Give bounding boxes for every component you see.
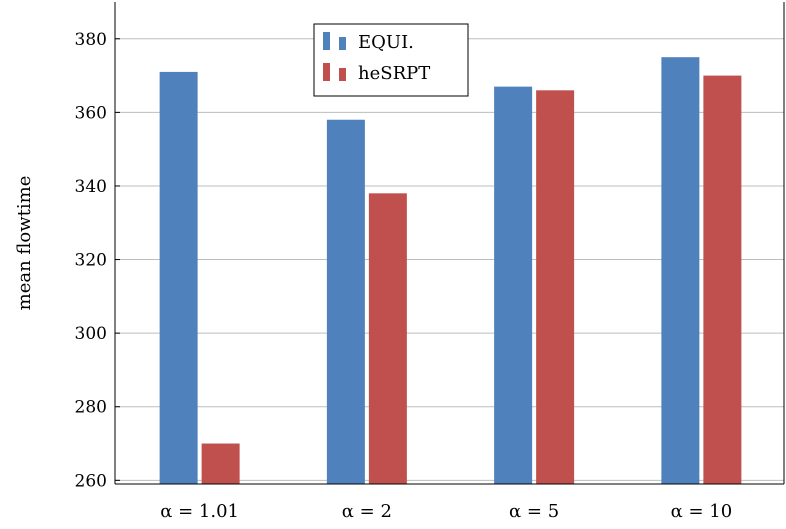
y-tick-label: 260 xyxy=(75,471,107,491)
axes xyxy=(114,2,785,485)
y-tick-label: 300 xyxy=(75,324,107,344)
y-tick-label: 360 xyxy=(75,103,107,123)
y-tick-label: 320 xyxy=(75,251,107,271)
bars xyxy=(159,57,742,485)
gridlines xyxy=(115,38,784,481)
bar-hesrpt-1 xyxy=(368,193,407,484)
legend-swatch-0a xyxy=(323,32,330,50)
legend-swatch-0b xyxy=(339,37,346,50)
bar-equi-0 xyxy=(159,71,198,485)
x-tick-label: α = 10 xyxy=(671,501,733,522)
legend: EQUI. heSRPT xyxy=(313,23,469,97)
y-tick-label: 340 xyxy=(75,177,107,197)
x-tick-label: α = 5 xyxy=(509,501,559,522)
bar-equi-1 xyxy=(326,119,365,485)
legend-box xyxy=(313,23,469,97)
bar-hesrpt-0 xyxy=(201,443,240,484)
legend-label: EQUI. xyxy=(358,32,414,53)
bar-hesrpt-3 xyxy=(703,75,742,485)
legend-label: heSRPT xyxy=(358,63,430,84)
y-axis-label: mean flowtime xyxy=(14,176,35,311)
y-tick-label: 280 xyxy=(75,398,107,418)
bar-hesrpt-2 xyxy=(536,90,575,484)
x-tick-labels: α = 1.01 α = 2 α = 5 α = 10 xyxy=(160,501,732,522)
y-tick-label: 380 xyxy=(75,30,107,50)
bar-equi-3 xyxy=(661,57,700,485)
legend-swatch-1a xyxy=(323,63,330,81)
bar-equi-2 xyxy=(494,86,533,485)
x-tick-label: α = 2 xyxy=(342,501,392,522)
legend-swatch-1b xyxy=(339,68,346,81)
y-tick-labels: 260 280 300 320 340 360 380 xyxy=(75,30,107,492)
x-tick-label: α = 1.01 xyxy=(160,501,239,522)
